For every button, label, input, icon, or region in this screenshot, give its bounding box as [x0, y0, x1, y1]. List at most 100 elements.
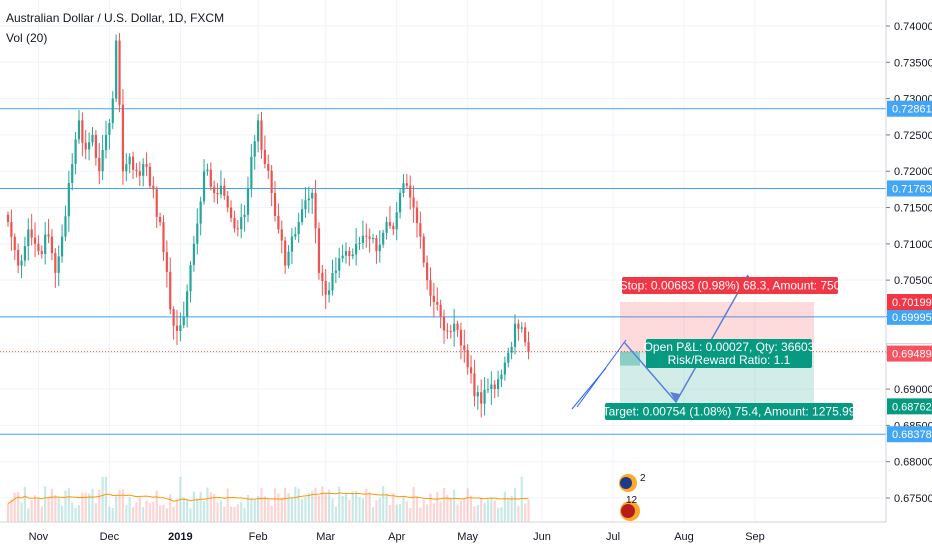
candle-body [314, 193, 317, 229]
volume-bar [382, 486, 385, 522]
time-tick-label: May [457, 531, 478, 543]
volume-bar [453, 489, 456, 522]
volume-bar [246, 494, 250, 522]
volume-bar [213, 494, 216, 522]
volume-bar [331, 498, 334, 522]
candle-body [365, 235, 368, 237]
volume-bar [20, 502, 23, 522]
time-tick-label: Aug [674, 531, 694, 543]
volume-bar [524, 503, 527, 522]
candle-body [412, 197, 415, 208]
candle-body [131, 156, 135, 170]
chart-title: Australian Dollar / U.S. Dollar, 1D, FXC… [6, 11, 225, 25]
candle-body [33, 237, 37, 244]
indicator-label: Vol (20) [6, 31, 48, 45]
candle-body [74, 139, 77, 164]
candle-body [392, 225, 395, 230]
volume-bar [77, 504, 81, 522]
volume-bar [277, 493, 280, 522]
target-label-box [605, 403, 853, 420]
volume-bar [314, 487, 317, 522]
candle-body [216, 193, 219, 195]
volume-bar [284, 488, 287, 522]
candle-body [375, 238, 378, 252]
candle-body [517, 323, 520, 329]
candle-body [229, 207, 233, 218]
price-tag [887, 294, 932, 311]
candle-body [483, 389, 486, 404]
volume-bar [371, 507, 375, 522]
volume-bar [344, 493, 348, 522]
candle-body [300, 209, 304, 223]
volume-bar [317, 496, 321, 522]
time-tick-label: Sep [745, 531, 765, 543]
candle-body [44, 234, 47, 254]
volume-bar [243, 507, 246, 522]
candle-body [490, 384, 493, 390]
candle-body [409, 185, 412, 198]
volume-bar [148, 503, 152, 522]
candle-body [456, 323, 459, 330]
candle-body [226, 195, 229, 208]
candle-body [436, 301, 439, 305]
time-tick-label: 2019 [168, 531, 192, 543]
volume-bar [30, 500, 33, 522]
time-tick-label: Apr [388, 531, 405, 543]
volume-bar [355, 490, 358, 522]
candle-body [317, 228, 321, 273]
volume-bar [503, 491, 506, 522]
time-tick-label: Mar [316, 531, 335, 543]
price-tick-label: 0.73500 [894, 57, 932, 69]
candle-body [510, 346, 513, 353]
volume-bar [409, 507, 412, 522]
volume-bar [240, 501, 243, 522]
candle-body [507, 352, 510, 363]
volume-bar [142, 507, 145, 522]
volume-bar [388, 504, 392, 522]
volume-bar [449, 499, 452, 522]
candle-body [432, 295, 435, 302]
volume-bar [426, 504, 429, 522]
volume-bar [175, 499, 179, 522]
volume-bar [257, 496, 260, 522]
candle-body [50, 236, 54, 254]
volume-bar [334, 506, 337, 522]
volume-bar [500, 507, 503, 522]
volume-bar [527, 499, 530, 522]
volume-bar [338, 486, 341, 522]
volume-bar [260, 488, 263, 522]
candle-body [463, 345, 466, 350]
candle-body [358, 243, 361, 245]
candle-body [321, 272, 324, 282]
candle-body [196, 223, 199, 244]
candle-body [118, 40, 121, 105]
volume-bar [108, 506, 111, 522]
candle-body [115, 40, 118, 99]
candle-body [473, 373, 476, 397]
volume-bar [405, 501, 408, 522]
candle-body [520, 327, 523, 329]
candle-body [172, 309, 175, 326]
candle-body [186, 291, 189, 317]
volume-bar [199, 491, 202, 522]
stop-label: Stop: 0.00683 (0.98%) 68.3, Amount: 750 [620, 279, 841, 293]
target-label: Target: 0.00754 (1.08%) 75.4, Amount: 12… [603, 405, 856, 419]
candle-body [267, 163, 270, 171]
volume-bar [74, 507, 77, 522]
volume-bar [84, 492, 87, 522]
volume-bar [328, 489, 331, 522]
volume-bar [517, 506, 520, 522]
candle-body [476, 392, 479, 397]
volume-bar [229, 506, 233, 522]
candle-body [311, 193, 314, 199]
label-layer: Stop: 0.00683 (0.98%) 68.3, Amount: 750 O… [603, 277, 856, 521]
candle-body [152, 185, 155, 190]
candle-body [138, 171, 141, 176]
volume-bar [361, 498, 364, 522]
candle-body [449, 330, 452, 332]
flag-icon [620, 477, 632, 489]
candle-body [446, 330, 449, 332]
volume-bar [459, 500, 463, 522]
candle-body [142, 163, 145, 176]
